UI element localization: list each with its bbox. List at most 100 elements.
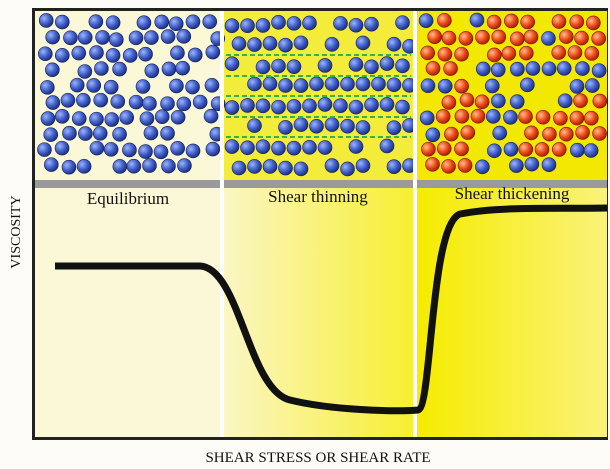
particle xyxy=(287,141,301,155)
particle xyxy=(177,159,191,173)
particle xyxy=(568,46,582,60)
particle xyxy=(204,109,218,123)
particle xyxy=(78,64,92,78)
particle xyxy=(90,112,104,126)
particle xyxy=(419,14,433,28)
particle xyxy=(155,110,169,124)
particle xyxy=(206,142,220,156)
particle xyxy=(205,78,219,92)
particle xyxy=(145,64,159,78)
particle xyxy=(123,48,137,62)
particle xyxy=(552,15,566,29)
particle xyxy=(225,101,239,115)
particle xyxy=(504,142,518,156)
particle xyxy=(256,18,270,32)
particle xyxy=(542,127,556,141)
particle xyxy=(584,111,598,125)
particle xyxy=(154,145,168,159)
particle xyxy=(170,46,184,60)
particle xyxy=(592,64,606,78)
particle xyxy=(144,31,158,45)
particle xyxy=(142,159,156,173)
particle xyxy=(186,80,200,94)
particle xyxy=(161,30,175,44)
particle xyxy=(503,110,517,124)
particle xyxy=(455,79,469,93)
particle xyxy=(341,162,355,176)
particle xyxy=(89,46,103,60)
particle xyxy=(104,80,118,94)
particle xyxy=(593,127,607,141)
particle xyxy=(78,30,92,44)
particle xyxy=(356,159,370,173)
particle xyxy=(186,144,200,158)
particle xyxy=(171,141,185,155)
particle xyxy=(129,31,143,45)
particle xyxy=(334,99,348,113)
particle xyxy=(380,139,394,153)
particle xyxy=(426,157,440,171)
particle xyxy=(426,128,440,142)
particle xyxy=(279,38,293,52)
particle xyxy=(279,78,293,92)
separator xyxy=(413,11,417,437)
particle xyxy=(485,79,499,93)
particle xyxy=(111,95,125,109)
particle xyxy=(294,36,308,50)
particle xyxy=(37,143,51,157)
particle xyxy=(272,141,286,155)
particle xyxy=(455,47,469,61)
particle xyxy=(442,95,456,109)
particle xyxy=(122,143,136,157)
particle xyxy=(62,126,76,140)
particle xyxy=(455,109,469,123)
particle xyxy=(510,62,524,76)
particle xyxy=(585,46,599,60)
particle xyxy=(72,46,86,60)
particle xyxy=(232,37,246,51)
particle xyxy=(519,142,533,156)
particle xyxy=(535,142,549,156)
particle xyxy=(93,126,107,140)
particle xyxy=(510,95,524,109)
particle xyxy=(552,45,566,59)
particle xyxy=(241,19,255,33)
particle xyxy=(55,141,69,155)
figure: Equilibrium Shear thinning Shear thicken… xyxy=(0,0,610,469)
particle xyxy=(559,127,573,141)
particle xyxy=(139,145,153,159)
panel-label: Equilibrium xyxy=(87,189,169,208)
particle xyxy=(55,15,69,29)
particle xyxy=(96,30,110,44)
particle xyxy=(294,118,308,132)
particle xyxy=(44,158,58,172)
particle xyxy=(524,30,538,44)
particle xyxy=(536,110,550,124)
particle xyxy=(558,94,572,108)
particle xyxy=(444,127,458,141)
particle xyxy=(70,78,84,92)
particle xyxy=(87,78,101,92)
particle xyxy=(162,62,176,76)
particle xyxy=(241,141,255,155)
particle xyxy=(318,97,332,111)
particle xyxy=(287,16,301,30)
particle xyxy=(76,93,90,107)
particle xyxy=(341,119,355,133)
particle xyxy=(387,37,401,51)
particle xyxy=(519,46,533,60)
particle xyxy=(502,46,516,60)
particle xyxy=(263,159,277,173)
particle xyxy=(127,159,141,173)
particle xyxy=(40,80,54,94)
particle xyxy=(256,60,270,74)
particle xyxy=(475,160,489,174)
particle xyxy=(519,110,533,124)
particle xyxy=(129,95,143,109)
particle xyxy=(570,15,584,29)
particle xyxy=(142,97,156,111)
particle xyxy=(161,159,175,173)
particle xyxy=(248,119,262,133)
particle xyxy=(387,160,401,174)
particle xyxy=(294,162,308,176)
